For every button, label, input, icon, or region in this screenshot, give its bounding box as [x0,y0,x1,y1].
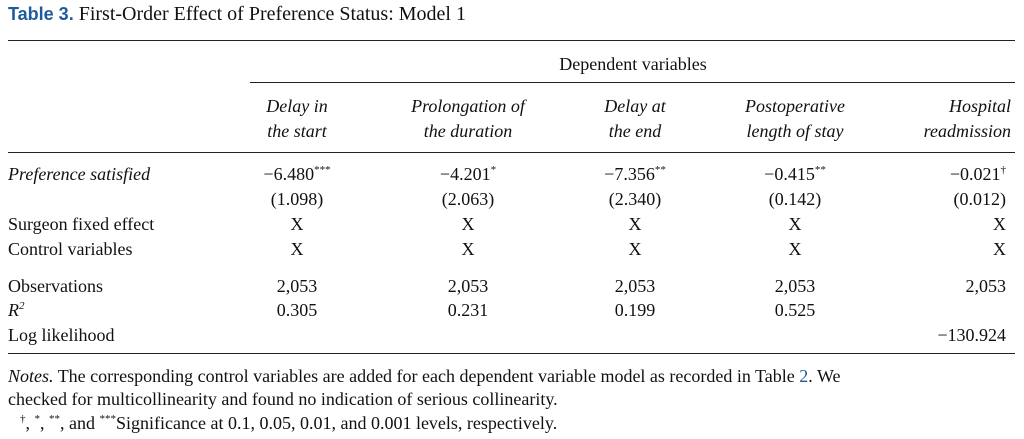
column-header: Hospital [948,96,1011,116]
significance-text: Significance at 0.1, 0.05, 0.01, and 0.0… [116,413,558,433]
column-header: the duration [423,121,513,141]
column-header: readmission [923,121,1011,141]
cell: 2,053 [774,276,816,296]
significance: † [1000,164,1007,176]
column-header: Delay at [604,96,666,116]
row-label: Surgeon fixed effect [8,214,154,234]
row-label: Observations [8,276,103,296]
notes-line: checked for multicollinearity and found … [8,389,558,409]
cell-value: −0.021 [949,164,1001,184]
cell: 2,053 [965,276,1007,296]
significance-symbol: *** [99,413,117,425]
cell: X [993,214,1006,234]
row-label-text: Surgeon fixed effect [8,214,155,234]
notes-line: Notes. The corresponding control variabl… [8,366,841,386]
spanner: Dependent variables [559,54,707,74]
table-label: Table 3. [8,4,74,24]
column-header: the start [267,121,327,141]
rule [8,40,1015,41]
column-header: Delay in [266,96,328,116]
cell: X [788,239,802,259]
cell: X [461,239,475,259]
cell: X [788,214,802,234]
cell: 2,053 [276,276,318,296]
significance-text: , [25,413,35,433]
cell: −6.480*** [263,164,330,184]
cell: X [628,214,642,234]
cell: −0.021† [950,164,1006,184]
column-header: Prolongation of [411,96,525,116]
cell: (2.340) [608,189,662,209]
significance-symbol: † [20,413,26,425]
cell: −4.201* [440,164,496,184]
cell: (0.012) [953,189,1007,209]
significance: *** [314,164,331,176]
row-label-text: Observations [8,276,103,296]
significance-symbol: * [34,413,41,425]
rule [8,353,1015,354]
significance-symbol: ** [49,413,60,425]
cell: X [993,239,1006,259]
cell: 0.231 [447,300,489,320]
cell: (2.063) [441,189,495,209]
cell: X [290,214,304,234]
notes-label: Notes. [8,366,54,386]
significance-text: , [40,413,49,433]
row-label-sup: 2 [19,300,25,312]
row-label: Log likelihood [8,325,115,345]
significance: ** [654,164,666,176]
row-label-text: Preference satisfied [8,164,151,184]
cell-value: −6.480 [263,164,315,184]
column-header: Postoperative [745,96,845,116]
row-label: Preference satisfied [8,164,150,184]
title: Table 3. First-Order Effect of Preferenc… [8,4,466,24]
cell: −130.924 [937,325,1006,345]
table-title: First-Order Effect of Preference Status:… [78,3,466,25]
notes-text: . We [808,366,841,386]
significance: * [490,164,497,176]
row-label-text: R [8,300,19,320]
row-label-text: Log likelihood [8,325,115,345]
cell-value: −7.356 [604,164,655,184]
cell: 2,053 [614,276,656,296]
cell: X [290,239,304,259]
column-header: length of stay [746,121,844,141]
cell-value: −4.201 [439,164,491,184]
row-label: Control variables [8,239,132,259]
cell: (1.098) [270,189,324,209]
cell: 0.305 [276,300,318,320]
row-label: R2 [8,300,25,320]
cell: −7.356** [604,164,666,184]
cell: −0.415** [764,164,826,184]
cell: 0.525 [774,300,816,320]
notes-text: The corresponding control variables are … [53,366,800,386]
significance: ** [814,164,826,176]
row-label-text: Control variables [8,239,133,259]
table-link[interactable]: 2 [799,366,809,386]
rule [8,152,1015,153]
cell: X [628,239,642,259]
cell: (0.142) [768,189,822,209]
significance-text: , and [60,413,100,433]
cell: X [461,214,475,234]
rule [250,82,1015,83]
cell: 0.199 [614,300,656,320]
significance-note: †, *, **, and ***Significance at 0.1, 0.… [20,413,557,433]
column-header: the end [608,121,662,141]
cell: 2,053 [447,276,489,296]
cell-value: −0.415 [764,164,815,184]
